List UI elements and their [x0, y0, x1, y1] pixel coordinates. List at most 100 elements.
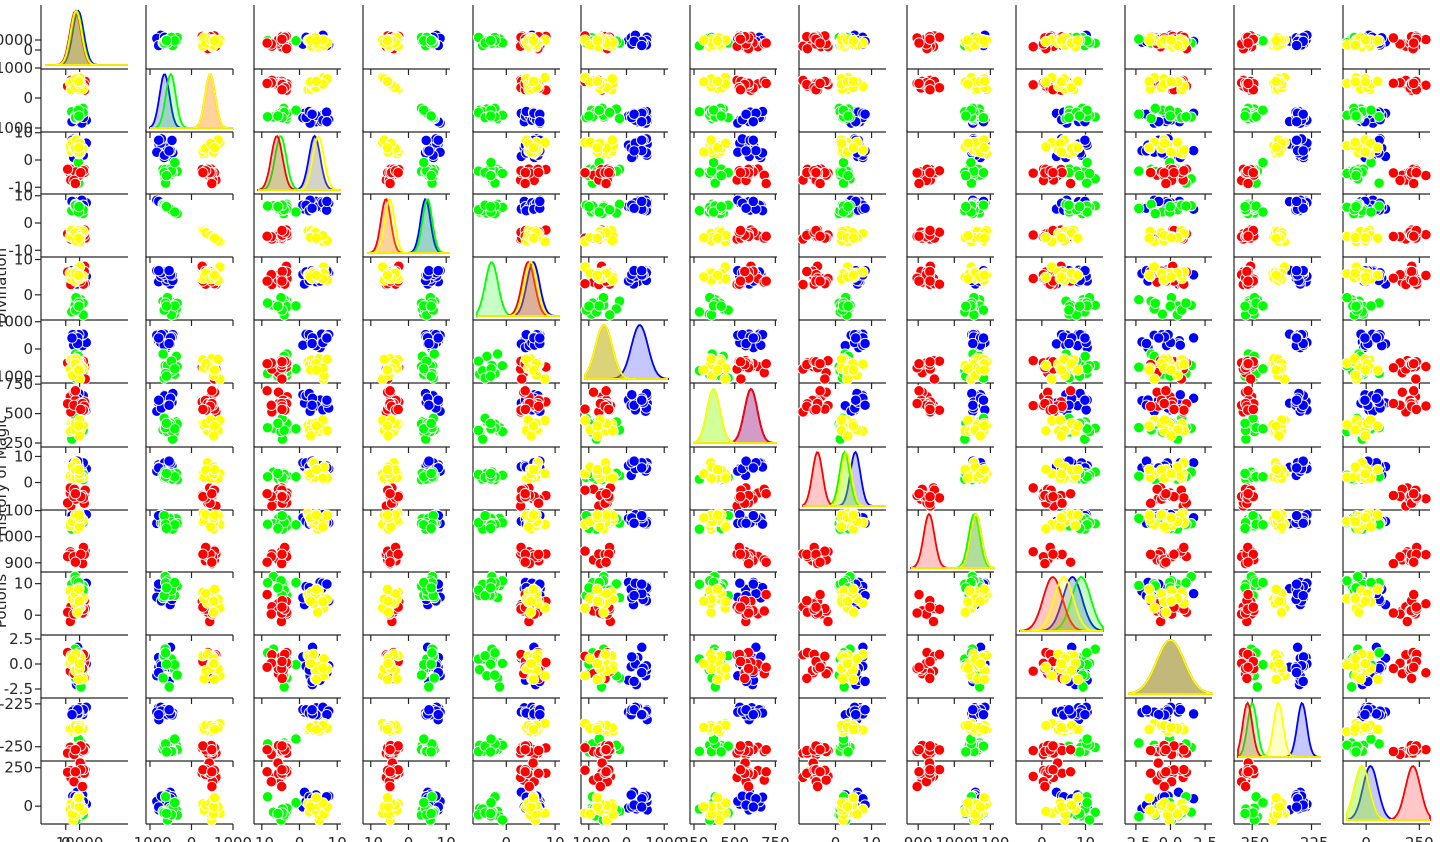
scatter-point: [1349, 231, 1361, 244]
scatter-point: [73, 75, 85, 87]
scatter-point: [933, 82, 946, 94]
scatter-point: [310, 364, 323, 376]
scatter-point: [310, 269, 323, 281]
scatter-point: [1158, 167, 1170, 179]
scatter-point: [859, 202, 871, 214]
scatter-point: [484, 200, 497, 213]
scatter-point: [290, 35, 302, 47]
scatter-point: [933, 31, 946, 43]
scatter-point: [1242, 230, 1254, 242]
scatter-point: [965, 156, 977, 169]
scatter-point: [160, 300, 173, 312]
scatter-point: [1365, 104, 1377, 116]
scatter-point: [432, 332, 444, 344]
scatter-point: [1270, 142, 1282, 154]
scatter-point: [1359, 146, 1371, 158]
panel-3-10: [1124, 193, 1212, 263]
panel-2-10: [1124, 130, 1212, 200]
scatter-point: [1040, 76, 1052, 88]
scatter-point: [1242, 77, 1254, 90]
panel-1-5: [579, 68, 668, 138]
scatter-point: [693, 166, 706, 178]
scatter-point: [960, 110, 972, 122]
y-tick-label: 0: [23, 89, 33, 107]
scatter-point: [306, 337, 318, 350]
scatter-point: [310, 75, 323, 87]
scatter-point: [1350, 169, 1362, 182]
scatter-point: [933, 226, 946, 238]
scatter-point: [163, 337, 175, 350]
scatter-point: [206, 177, 218, 190]
panel-0-7: [797, 5, 886, 75]
scatter-point: [1072, 75, 1084, 87]
panel-3-7: [797, 193, 886, 263]
panel-1-12: [1341, 68, 1432, 138]
scatter-point: [276, 84, 288, 96]
scatter-point: [842, 169, 854, 182]
panel-3-4: [472, 193, 560, 263]
scatter-point: [290, 104, 302, 116]
scatter-point: [740, 145, 752, 157]
scatter-point: [1072, 142, 1084, 154]
panel-3-2: [253, 193, 341, 263]
scatter-point: [967, 337, 979, 350]
scatter-point: [1410, 166, 1423, 179]
scatter-point: [814, 358, 826, 370]
scatter-point: [1372, 232, 1384, 244]
scatter-point: [1165, 76, 1177, 88]
scatter-point: [1180, 111, 1192, 123]
scatter-point: [1133, 108, 1145, 120]
panel-5-11: [1233, 319, 1321, 389]
scatter-point: [1180, 297, 1192, 309]
scatter-point: [1372, 142, 1384, 154]
scatter-point: [1047, 166, 1059, 179]
scatter-point: [1165, 271, 1177, 283]
scatter-point: [600, 177, 612, 190]
scatter-point: [1072, 34, 1084, 47]
scatter-point: [636, 195, 648, 208]
scatter-point: [924, 166, 936, 179]
scatter-point: [978, 232, 990, 244]
scatter-point: [1046, 373, 1058, 385]
scatter-point: [1083, 167, 1096, 180]
panel-2-6: [689, 130, 777, 200]
scatter-point: [606, 73, 619, 85]
scatter-point: [153, 134, 165, 146]
scatter-point: [693, 106, 706, 118]
scatter-point: [321, 195, 333, 208]
scatter-point: [1408, 275, 1420, 287]
scatter-point: [1420, 33, 1432, 46]
scatter-point: [208, 364, 221, 376]
scatter-point: [297, 339, 309, 351]
scatter-point: [425, 169, 437, 182]
scatter-point: [484, 370, 497, 382]
scatter-point: [857, 358, 869, 370]
scatter-point: [859, 108, 871, 120]
scatter-point: [591, 34, 603, 47]
scatter-point: [276, 373, 288, 385]
scatter-point: [1073, 110, 1086, 122]
scatter-point: [603, 166, 615, 179]
scatter-point: [1072, 232, 1084, 244]
scatter-point: [1073, 300, 1086, 312]
scatter-point: [392, 166, 404, 179]
scatter-point: [1055, 364, 1067, 376]
scatter-point: [1420, 169, 1432, 182]
scatter-point: [485, 156, 497, 169]
scatter-point: [734, 356, 747, 368]
scatter-point: [1081, 156, 1093, 169]
scatter-point: [734, 275, 747, 287]
scatter-point: [321, 116, 333, 128]
scatter-point: [425, 370, 437, 382]
panel-1-9: [1015, 68, 1103, 138]
scatter-point: [1387, 272, 1400, 284]
panel-4-10: [1124, 256, 1212, 326]
panel-2-5: [579, 130, 668, 200]
scatter-point: [734, 84, 747, 96]
scatter-point: [1290, 332, 1303, 344]
panel-4-5: [579, 256, 668, 326]
scatter-point: [1027, 79, 1039, 91]
scatter-point: [1040, 35, 1052, 48]
